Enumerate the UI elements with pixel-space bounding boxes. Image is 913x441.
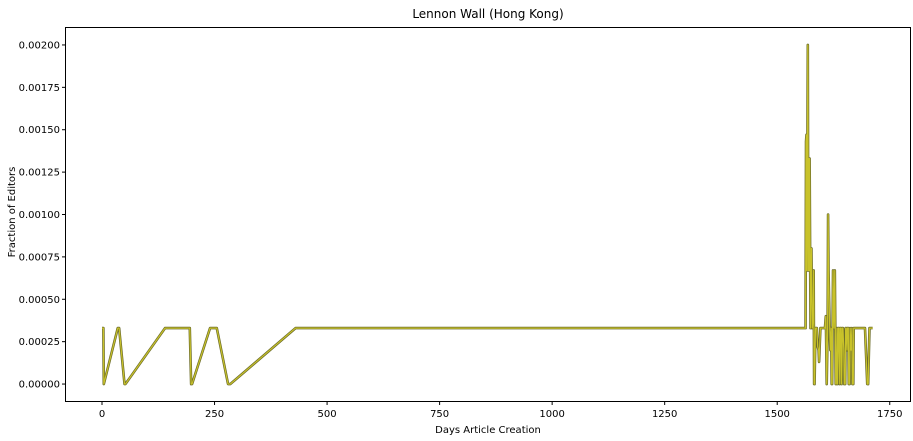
y-tick-label: 0.00000: [19, 380, 60, 391]
y-tick-label: 0.00125: [19, 168, 60, 179]
y-tick-label: 0.00050: [19, 295, 60, 306]
y-axis-label: Fraction of Editors: [7, 167, 18, 258]
y-tick-label: 0.00025: [19, 337, 60, 348]
chart-title: Lennon Wall (Hong Kong): [412, 7, 563, 21]
y-tick-label: 0.00150: [19, 125, 60, 136]
x-tick-label: 250: [205, 409, 224, 420]
x-tick-label: 1000: [539, 409, 564, 420]
plot-series: [102, 43, 874, 386]
x-tick-label: 1500: [764, 409, 789, 420]
y-tick-label: 0.00075: [19, 252, 60, 263]
x-tick-label: 1750: [877, 409, 902, 420]
series-line: [102, 44, 873, 385]
y-tick-label: 0.00100: [19, 210, 60, 221]
x-tick-label: 500: [318, 409, 337, 420]
y-axis-ticks: 0.00000 0.00025 0.00050 0.00075 0.00100 0.001…: [19, 40, 66, 391]
x-axis-label: Days Article Creation: [435, 425, 541, 436]
y-tick-label: 0.00175: [19, 83, 60, 94]
x-tick-label: 1250: [652, 409, 677, 420]
x-axis-ticks: 0 250 500 750 1000 1250 1500 1750: [99, 401, 902, 420]
x-tick-label: 0: [99, 409, 105, 420]
plot-frame: [65, 27, 911, 402]
x-tick-label: 750: [430, 409, 449, 420]
y-tick-label: 0.00200: [19, 40, 60, 51]
